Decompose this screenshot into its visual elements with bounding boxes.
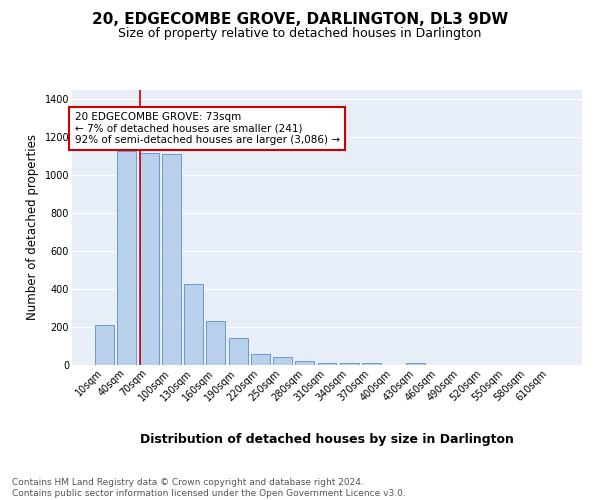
- Text: Distribution of detached houses by size in Darlington: Distribution of detached houses by size …: [140, 432, 514, 446]
- Bar: [95, 325, 114, 365]
- Bar: [206, 322, 225, 365]
- Bar: [118, 150, 136, 365]
- Bar: [273, 358, 292, 365]
- Bar: [251, 354, 270, 365]
- Bar: [295, 361, 314, 365]
- Bar: [229, 338, 248, 365]
- Bar: [340, 362, 359, 365]
- Bar: [406, 362, 425, 365]
- Y-axis label: Number of detached properties: Number of detached properties: [26, 134, 39, 320]
- Text: Size of property relative to detached houses in Darlington: Size of property relative to detached ho…: [118, 28, 482, 40]
- Bar: [162, 154, 181, 365]
- Bar: [140, 152, 158, 365]
- Bar: [362, 362, 381, 365]
- Bar: [317, 362, 337, 365]
- Text: Contains HM Land Registry data © Crown copyright and database right 2024.
Contai: Contains HM Land Registry data © Crown c…: [12, 478, 406, 498]
- Text: 20 EDGECOMBE GROVE: 73sqm
← 7% of detached houses are smaller (241)
92% of semi-: 20 EDGECOMBE GROVE: 73sqm ← 7% of detach…: [74, 112, 340, 145]
- Text: 20, EDGECOMBE GROVE, DARLINGTON, DL3 9DW: 20, EDGECOMBE GROVE, DARLINGTON, DL3 9DW: [92, 12, 508, 28]
- Bar: [184, 284, 203, 365]
